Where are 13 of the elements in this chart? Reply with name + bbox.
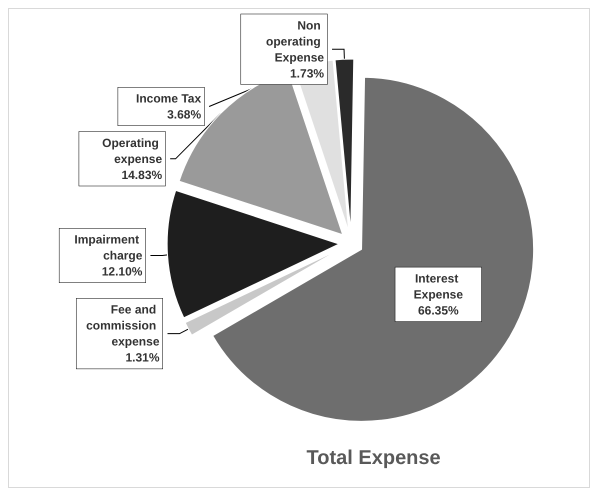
data-label: 66.35% <box>418 303 459 318</box>
data-label: 3.68% <box>167 108 202 122</box>
slice-label: Non operating Expense <box>266 18 324 64</box>
data-label: 1.73% <box>290 66 324 80</box>
text: Total Expense <box>306 447 441 469</box>
slice-label: Operating expense <box>102 136 162 166</box>
slice-label: Interest Expense <box>414 271 464 302</box>
data-label: 1.31% <box>125 350 160 365</box>
data-label: 12.10% <box>102 264 143 279</box>
slice-label: Impairment charge <box>74 232 143 263</box>
slice-label: Income Tax <box>136 92 202 106</box>
data-label: 14.83% <box>121 168 162 182</box>
slice-label: Fee and commission expense <box>86 302 160 349</box>
